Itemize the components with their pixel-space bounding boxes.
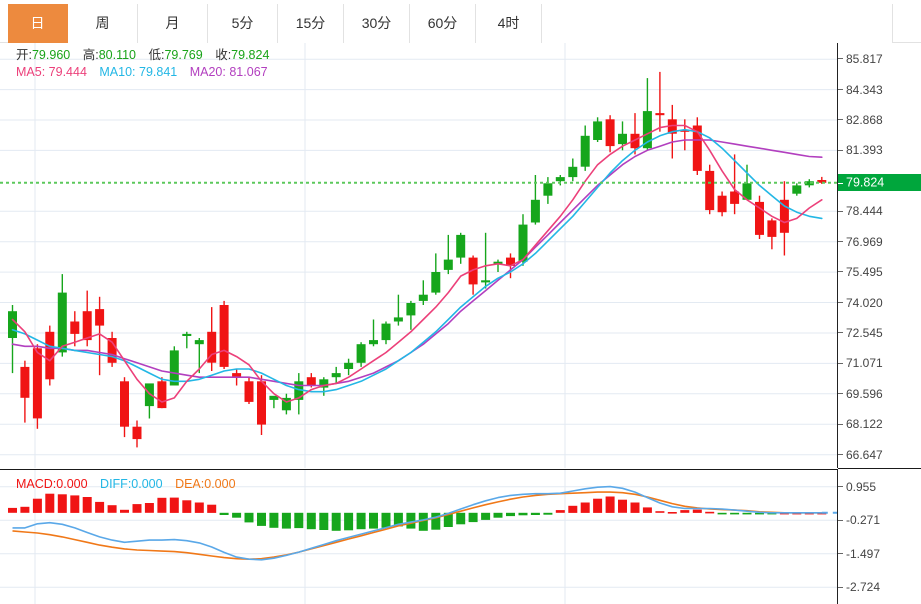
tick-dash [838,332,843,334]
tick-dash [838,58,843,60]
price-tick-label: 76.969 [846,234,883,249]
macd-tick-label: 0.955 [846,479,877,494]
tick-dash [838,241,843,243]
macd-tick-label: -0.271 [846,513,881,528]
tab-label: 5分 [231,15,254,31]
tab-label: 30分 [361,15,392,31]
tick-dash [838,519,843,521]
price-tick: 71.071 [838,355,883,370]
tab-5[interactable]: 30分 [344,4,410,43]
current-price-label: 79.824 [846,175,885,190]
tick-dash [838,119,843,121]
tab-label: 日 [30,15,45,31]
price-tick: 76.969 [838,234,883,249]
tick-dash [838,393,843,395]
tab-0[interactable]: 日 [8,4,68,43]
price-tick-label: 74.020 [846,295,883,310]
macd-svg [0,470,837,604]
price-tick-label: 81.393 [846,143,883,158]
price-tick: 85.817 [838,51,883,66]
price-tick-label: 69.596 [846,386,883,401]
price-tick: 68.122 [838,416,883,431]
price-tick: 74.020 [838,295,883,310]
tick-dash [838,301,843,303]
tab-label: 60分 [427,15,458,31]
tab-6[interactable]: 60分 [410,4,476,43]
tabbar-filler [542,4,893,43]
tick-dash [838,423,843,425]
macd-tick: -1.497 [838,546,880,561]
tab-7[interactable]: 4时 [476,4,542,43]
tab-2[interactable]: 月 [138,4,208,43]
tick-dash [838,453,843,455]
price-tick: 72.545 [838,325,883,340]
tab-3[interactable]: 5分 [208,4,278,43]
price-tick: 82.868 [838,112,883,127]
tick-dash [838,486,843,488]
macd-tick: -2.724 [838,579,880,594]
tick-dash [838,149,843,151]
price-chart-panel[interactable] [0,43,838,468]
macd-tick: -0.271 [838,512,880,527]
tick-dash [838,182,843,184]
period-tabbar: 日 周 月 5分 15分 30分 60分 4时 [0,0,921,43]
tab-label: 4时 [497,15,520,31]
price-tick-label: 78.444 [846,204,883,219]
price-tick: 81.393 [838,142,883,157]
macd-tick-label: -2.724 [846,580,881,595]
price-tick-label: 82.868 [846,112,883,127]
macd-tick: 0.955 [838,479,876,494]
price-tick-label: 75.495 [846,264,883,279]
tick-dash [838,210,843,212]
price-tick: 78.444 [838,203,883,218]
tick-dash [838,553,843,555]
tab-1[interactable]: 周 [68,4,138,43]
axis-divider [838,468,921,469]
tick-dash [838,586,843,588]
price-tick-label: 84.343 [846,82,883,97]
price-tick-label: 71.071 [846,356,883,371]
price-axis: 85.817 84.343 82.868 81.393 78.444 76.969 75.4… [838,43,921,604]
price-tick-label: 66.647 [846,447,883,462]
tick-dash [838,88,843,90]
tab-4[interactable]: 15分 [278,4,344,43]
period-tabs: 日 周 月 5分 15分 30分 60分 4时 [8,4,893,43]
price-tick-label: 68.122 [846,417,883,432]
price-tick-label: 85.817 [846,51,883,66]
tab-label: 15分 [295,15,326,31]
macd-chart-panel[interactable] [0,469,838,604]
price-tick-label: 72.545 [846,325,883,340]
price-tick: 69.596 [838,386,883,401]
current-price-badge: 79.824 [838,174,921,192]
tick-dash [838,271,843,273]
price-tick: 84.343 [838,82,883,97]
price-tick: 66.647 [838,447,883,462]
price-tick: 75.495 [838,264,883,279]
tab-label: 月 [165,15,180,31]
candlestick-svg [0,43,837,468]
tab-label: 周 [95,15,110,31]
macd-tick-label: -1.497 [846,546,881,561]
tick-dash [838,362,843,364]
